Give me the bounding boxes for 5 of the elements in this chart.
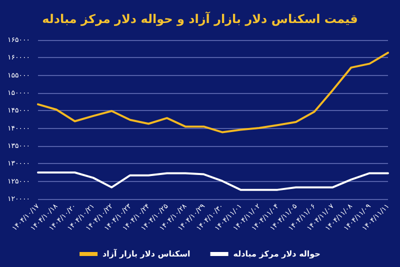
legend-label: اسکناس دلار بازار آزاد	[102, 248, 191, 258]
line-series	[37, 52, 389, 134]
legend-label: حواله دلار مرکز مبادله	[233, 250, 321, 258]
chart-title: قیمت اسکناس دلار بازار آزاد و حواله دلار مرکز مبادله	[42, 11, 358, 26]
line-series	[37, 172, 389, 191]
